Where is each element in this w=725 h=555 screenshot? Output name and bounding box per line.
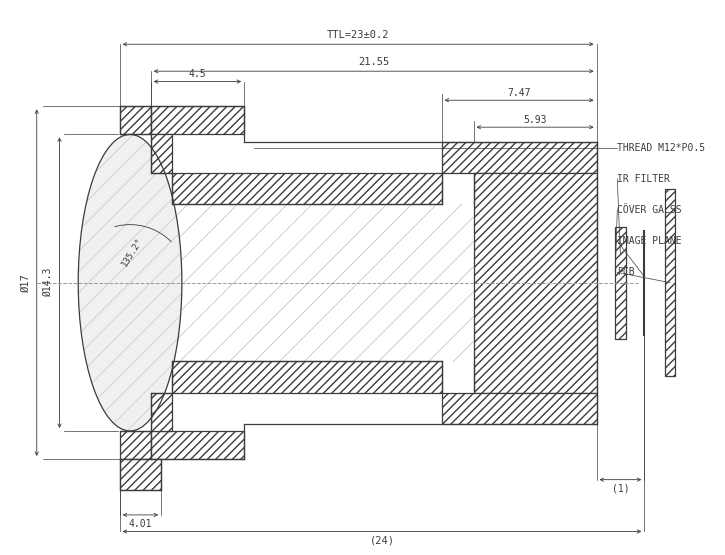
- Text: (1): (1): [612, 484, 629, 494]
- Ellipse shape: [78, 134, 182, 431]
- Text: 5.93: 5.93: [523, 115, 547, 125]
- Text: Ø14.3: Ø14.3: [44, 268, 53, 297]
- Text: 7.47: 7.47: [507, 88, 531, 98]
- Polygon shape: [473, 173, 597, 392]
- Text: Ø17: Ø17: [20, 273, 30, 292]
- Text: (24): (24): [370, 536, 394, 546]
- Polygon shape: [120, 107, 151, 134]
- Text: IR FILTER: IR FILTER: [617, 174, 670, 184]
- Polygon shape: [151, 431, 244, 459]
- Polygon shape: [172, 173, 442, 204]
- Text: THREAD M12*P0.5: THREAD M12*P0.5: [617, 143, 705, 153]
- Text: 135.2°: 135.2°: [120, 235, 144, 268]
- Text: 21.55: 21.55: [358, 57, 389, 67]
- Polygon shape: [120, 459, 161, 490]
- Polygon shape: [442, 392, 597, 423]
- Polygon shape: [120, 431, 151, 459]
- Text: IMAGE PLANE: IMAGE PLANE: [617, 236, 682, 246]
- Text: 4.01: 4.01: [128, 519, 152, 529]
- Text: CÖVER GALSS: CÖVER GALSS: [617, 205, 682, 215]
- Text: TTL=23±0.2: TTL=23±0.2: [327, 30, 389, 40]
- Text: 4.5: 4.5: [188, 69, 206, 79]
- Polygon shape: [151, 392, 172, 431]
- Polygon shape: [151, 134, 172, 173]
- Text: PCB: PCB: [617, 268, 635, 278]
- Polygon shape: [442, 142, 597, 173]
- Polygon shape: [616, 226, 626, 339]
- Polygon shape: [172, 361, 442, 392]
- Polygon shape: [665, 189, 676, 376]
- Polygon shape: [151, 107, 244, 134]
